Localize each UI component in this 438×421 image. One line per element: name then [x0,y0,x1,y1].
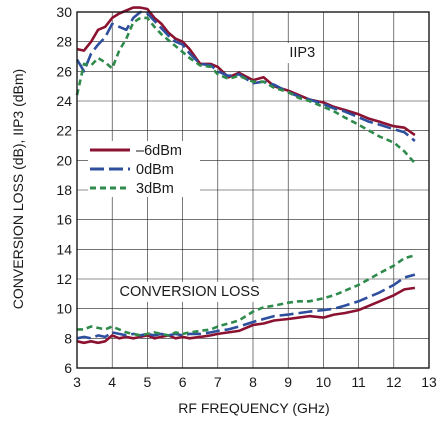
y-tick-label: 24 [56,93,72,109]
plot-frame [76,11,430,369]
y-tick-label: 18 [56,182,72,198]
series-line-iip3-0dbm [75,10,416,142]
legend-label-minus6dbm: –6dBm [136,143,182,159]
x-tick-label: 7 [214,374,222,390]
series-line-conversion-loss-minus6dbm [76,286,416,345]
y-tick-label: 28 [56,34,72,50]
y-tick-label: 22 [56,123,72,139]
x-tick-label: 13 [421,374,437,390]
legend-label-0dbm: 0dBm [136,162,174,178]
annotation-conversion-loss: CONVERSION LOSS [120,284,260,300]
series-line-iip3-3dbm [75,16,416,165]
x-tick-label: 3 [73,374,81,390]
x-tick-label: 8 [249,374,257,390]
annotations: IIP3 CONVERSION LOSS [115,43,320,302]
legend-label-3dbm: 3dBm [136,181,174,197]
y-axis-label: CONVERSION LOSS (dB), IIP3 (dBm) [10,69,26,309]
y-tick-label: 14 [56,241,72,257]
series-line-conversion-loss-3dbm [77,254,416,337]
x-tick-label: 6 [179,374,187,390]
x-tick-label: 9 [284,374,292,390]
annotation-iip3: IIP3 [289,45,315,61]
plot-series [75,6,416,345]
y-tick-label: 12 [56,271,72,287]
series-line-iip3-minus6dbm [76,6,416,137]
y-tick-label: 6 [64,360,72,376]
x-tick-label: 11 [351,374,366,390]
y-tick-label: 30 [56,4,72,20]
legend: –6dBm 0dBm 3dBm [88,141,200,197]
x-tick-label: 10 [316,374,332,390]
y-tick-label: 8 [64,330,72,346]
annotation-background [115,281,264,302]
x-axis-label: RF FREQUENCY (GHz) [178,400,329,416]
y-tick-label: 20 [56,152,72,168]
series-line-conversion-loss-0dbm [76,273,416,340]
x-tick-label: 5 [144,374,152,390]
x-tick-label: 4 [108,374,116,390]
y-tick-label: 10 [56,301,72,317]
y-tick-label: 16 [56,212,72,228]
tick-labels: 3 4 5 6 7 8 9 10 11 12 13 6 8 10 12 14 16 18 20 22 24 26 28 30 [56,4,437,390]
x-tick-label: 12 [386,374,402,390]
y-tick-label: 26 [56,63,72,79]
annotation-background [285,43,320,64]
